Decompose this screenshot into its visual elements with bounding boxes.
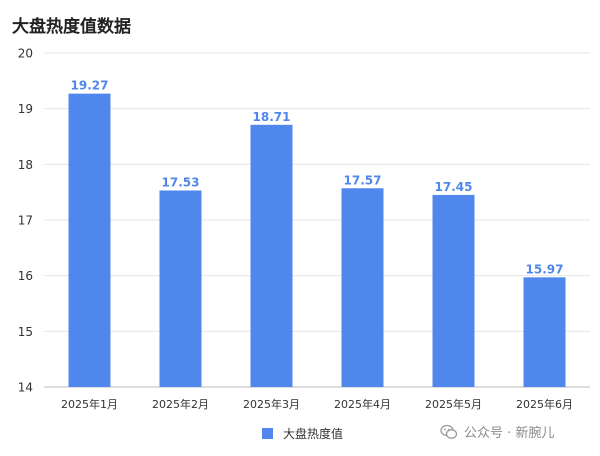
- x-tick-label: 2025年3月: [243, 397, 300, 411]
- legend-label: 大盘热度值: [283, 427, 344, 441]
- chart-title: 大盘热度值数据: [12, 17, 131, 37]
- y-tick-label: 18: [18, 158, 33, 172]
- x-tick-label: 2025年5月: [425, 397, 482, 411]
- y-tick-label: 16: [18, 269, 33, 283]
- data-label: 17.45: [435, 180, 473, 194]
- watermark-text: 公众号 · 新腕儿: [464, 426, 555, 441]
- x-tick-label: 2025年1月: [61, 397, 118, 411]
- y-tick-label: 17: [18, 214, 33, 228]
- watermark: 公众号 · 新腕儿: [440, 422, 554, 441]
- y-tick-label: 15: [18, 325, 33, 339]
- bar: [159, 190, 202, 387]
- data-label: 15.97: [526, 262, 564, 276]
- y-tick-label: 19: [18, 102, 33, 116]
- x-tick-label: 2025年6月: [516, 397, 573, 411]
- y-tick-label: 20: [18, 47, 33, 61]
- legend[interactable]: 大盘热度值: [262, 425, 343, 442]
- x-tick-label: 2025年4月: [334, 397, 391, 411]
- bar: [341, 188, 384, 387]
- data-label: 18.71: [253, 110, 291, 124]
- data-label: 19.27: [71, 79, 109, 93]
- bar: [523, 277, 566, 387]
- y-tick-label: 14: [18, 381, 33, 395]
- data-label: 17.57: [344, 173, 382, 187]
- data-label: 17.53: [162, 175, 200, 189]
- bar: [68, 93, 111, 388]
- wechat-icon: [440, 424, 458, 439]
- bar: [250, 124, 293, 387]
- bar: [432, 194, 475, 387]
- x-tick-label: 2025年2月: [152, 397, 209, 411]
- legend-swatch: [262, 428, 273, 439]
